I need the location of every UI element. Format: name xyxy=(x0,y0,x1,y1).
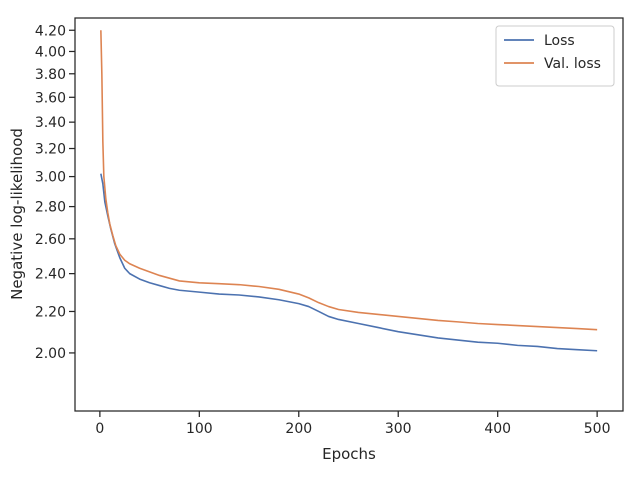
x-tick-label: 200 xyxy=(285,421,312,437)
series-line-val-loss xyxy=(100,30,598,331)
x-tick-label: 0 xyxy=(95,421,104,437)
x-tick-label: 100 xyxy=(186,421,213,437)
x-tick-label: 300 xyxy=(385,421,412,437)
y-tick-label: 3.60 xyxy=(35,90,66,106)
y-tick-label: 2.60 xyxy=(35,232,66,248)
y-tick-label: 4.20 xyxy=(35,23,66,39)
y-axis-label: Negative log-likelihood xyxy=(8,128,26,300)
y-tick-label: 2.40 xyxy=(35,267,66,283)
y-tick-label: 3.20 xyxy=(35,142,66,158)
series-line-loss xyxy=(100,173,598,352)
y-tick-label: 2.80 xyxy=(35,200,66,216)
series-layer xyxy=(100,30,598,352)
legend-label: Loss xyxy=(544,33,575,49)
x-axis: 0 100 200 300 400 500 xyxy=(95,411,611,437)
y-tick-label: 2.00 xyxy=(35,346,66,362)
y-axis: 2.00 2.20 2.40 2.60 2.80 3.00 3.20 3.40 3.60 3.80… xyxy=(35,23,75,362)
x-axis-label: Epochs xyxy=(322,445,376,463)
y-tick-label: 2.20 xyxy=(35,304,66,320)
plot-frame xyxy=(74,17,624,412)
x-tick-label: 500 xyxy=(584,421,611,437)
legend: Loss Val. loss xyxy=(495,25,615,87)
y-tick-label: 3.40 xyxy=(35,115,66,131)
legend-label: Val. loss xyxy=(544,56,601,72)
y-tick-label: 3.00 xyxy=(35,170,66,186)
x-tick-label: 400 xyxy=(484,421,511,437)
legend-box xyxy=(495,25,615,87)
y-tick-label: 3.80 xyxy=(35,67,66,83)
y-tick-label: 4.00 xyxy=(35,44,66,60)
